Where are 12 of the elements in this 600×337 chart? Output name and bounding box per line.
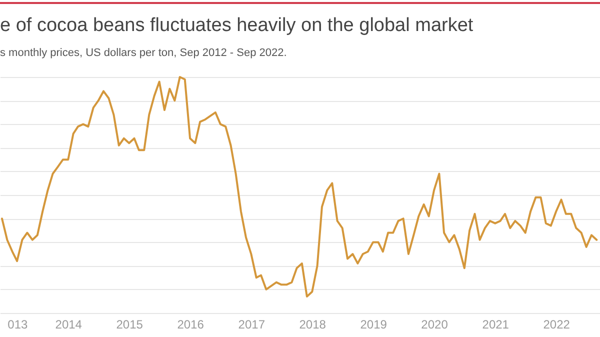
x-tick-label: 2017	[238, 318, 266, 332]
x-tick-label: 2018	[299, 318, 326, 332]
x-tick-label: 2020	[421, 318, 448, 332]
x-tick-label: 013	[8, 318, 28, 332]
chart-title: e of cocoa beans fluctuates heavily on the global market	[0, 15, 474, 36]
x-tick-label: 2019	[360, 318, 388, 332]
x-tick-label: 2022	[543, 318, 570, 332]
x-tick-label: 2016	[177, 318, 204, 332]
x-tick-label: 2014	[55, 318, 82, 332]
x-tick-label: 2021	[482, 318, 510, 332]
chart-subtitle: s monthly prices, US dollars per ton, Sep 2012 - Sep 2022.	[0, 47, 287, 59]
x-tick-label: 2015	[116, 318, 144, 332]
